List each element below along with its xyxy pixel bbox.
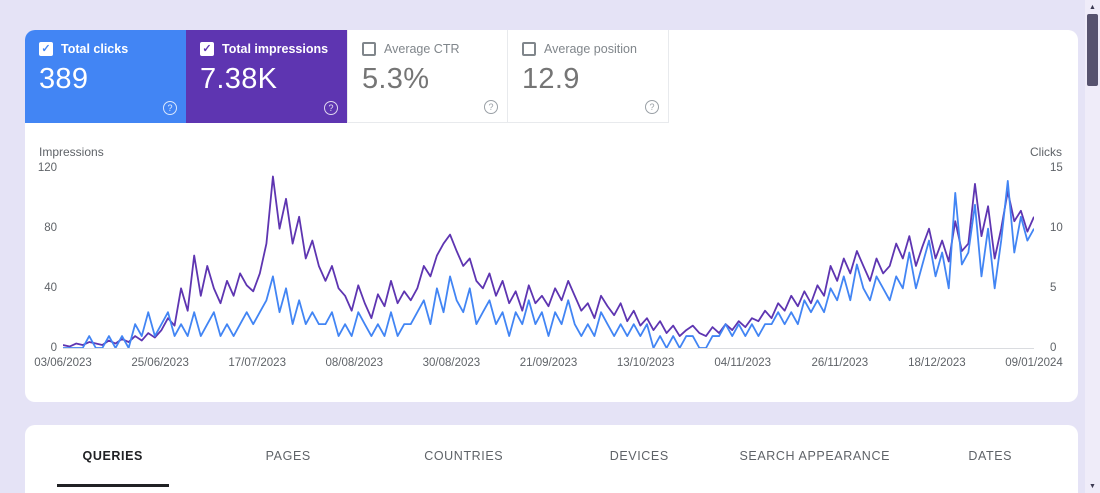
average-position-checkbox[interactable] xyxy=(522,42,536,56)
total-impressions-checkbox[interactable]: ✓ xyxy=(200,42,214,56)
y-tick-right: 5 xyxy=(1050,282,1057,294)
metric-card-total-impressions[interactable]: ✓ Total impressions 7.38K ? xyxy=(186,30,347,123)
x-axis-label: 09/01/2024 xyxy=(1005,357,1063,369)
y-tick-left: 80 xyxy=(44,222,57,234)
x-axis-label: 30/08/2023 xyxy=(422,357,481,369)
line-chart-canvas[interactable] xyxy=(63,169,1034,348)
check-icon: ✓ xyxy=(41,42,51,55)
tab-search-appearance[interactable]: SEARCH APPEARANCE xyxy=(739,449,891,463)
left-axis-title: Impressions xyxy=(39,145,104,159)
x-axis-label: 13/10/2023 xyxy=(616,357,675,369)
metric-label: Total impressions xyxy=(222,42,329,56)
x-axis-label: 25/06/2023 xyxy=(131,357,189,369)
x-axis-labels: 03/06/2023 25/06/2023 17/07/2023 08/08/2023… xyxy=(34,357,1063,373)
y-tick-right: 0 xyxy=(1050,342,1057,354)
question-glyph: ? xyxy=(649,102,655,112)
x-axis-label: 17/07/2023 xyxy=(228,357,286,369)
y-tick-right: 10 xyxy=(1050,222,1063,234)
tab-queries[interactable]: QUERIES xyxy=(25,425,201,487)
tab-devices[interactable]: DEVICES xyxy=(609,449,669,463)
tab-pages[interactable]: PAGES xyxy=(265,449,311,463)
help-icon[interactable]: ? xyxy=(163,101,177,115)
metric-label: Total clicks xyxy=(61,42,129,56)
help-icon[interactable]: ? xyxy=(324,101,338,115)
metric-label: Average CTR xyxy=(384,42,460,56)
performance-chart: Impressions Clicks 120 80 40 0 15 10 5 0… xyxy=(25,145,1078,405)
question-glyph: ? xyxy=(328,103,334,113)
metric-cards: ✓ Total clicks 389 ? ✓ Total impressions… xyxy=(25,30,1078,123)
help-icon[interactable]: ? xyxy=(645,100,659,114)
metric-value: 389 xyxy=(39,63,89,95)
y-tick-left: 120 xyxy=(37,162,57,174)
scroll-down-arrow-icon[interactable]: ▼ xyxy=(1089,482,1096,490)
x-axis-label: 21/09/2023 xyxy=(519,357,578,369)
scroll-up-arrow-icon[interactable]: ▲ xyxy=(1089,3,1096,11)
average-ctr-checkbox[interactable] xyxy=(362,42,376,56)
check-icon: ✓ xyxy=(202,42,212,55)
dimension-tabs: QUERIES PAGES COUNTRIES DEVICES SEARCH A… xyxy=(25,425,1078,487)
y-tick-right: 15 xyxy=(1050,162,1063,174)
metric-value: 12.9 xyxy=(522,63,580,95)
vertical-scrollbar[interactable]: ▲ ▼ xyxy=(1085,0,1100,493)
x-axis-label: 18/12/2023 xyxy=(908,357,966,369)
scrollbar-thumb[interactable] xyxy=(1087,14,1098,86)
x-axis-label: 04/11/2023 xyxy=(714,357,772,369)
total-clicks-checkbox[interactable]: ✓ xyxy=(39,42,53,56)
metric-card-average-position[interactable]: Average position 12.9 ? xyxy=(508,30,669,123)
metric-value: 7.38K xyxy=(200,63,278,95)
series-line-clicks xyxy=(63,181,1034,348)
metric-card-total-clicks[interactable]: ✓ Total clicks 389 ? xyxy=(25,30,186,123)
y-tick-left: 0 xyxy=(50,342,57,354)
question-glyph: ? xyxy=(488,102,494,112)
chart-plot-area[interactable] xyxy=(63,169,1034,349)
metric-card-average-ctr[interactable]: Average CTR 5.3% ? xyxy=(347,30,508,123)
metric-value: 5.3% xyxy=(362,63,430,95)
y-tick-left: 40 xyxy=(44,282,57,294)
help-icon[interactable]: ? xyxy=(484,100,498,114)
dimension-tabs-panel: QUERIES PAGES COUNTRIES DEVICES SEARCH A… xyxy=(25,425,1078,493)
x-axis-label: 08/08/2023 xyxy=(325,357,384,369)
x-axis-label: 26/11/2023 xyxy=(811,357,869,369)
question-glyph: ? xyxy=(167,103,173,113)
tab-countries[interactable]: COUNTRIES xyxy=(424,449,504,463)
tab-dates[interactable]: DATES xyxy=(968,449,1013,463)
right-axis-title: Clicks xyxy=(1030,145,1062,159)
series-line-impressions xyxy=(63,176,1034,346)
metric-label: Average position xyxy=(544,42,637,56)
performance-panel: ✓ Total clicks 389 ? ✓ Total impressions… xyxy=(25,30,1078,402)
x-axis-label: 03/06/2023 xyxy=(34,357,92,369)
